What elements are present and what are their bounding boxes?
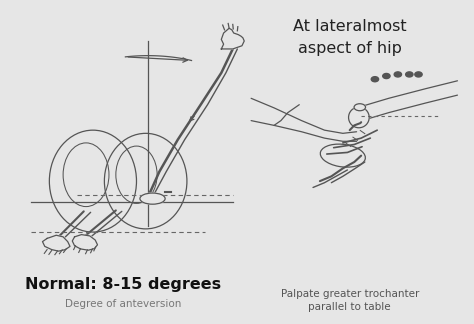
Polygon shape: [73, 235, 98, 250]
Circle shape: [406, 72, 413, 77]
Circle shape: [383, 74, 390, 78]
Text: parallel to table: parallel to table: [309, 302, 391, 312]
Polygon shape: [221, 28, 244, 49]
Ellipse shape: [140, 193, 165, 204]
Ellipse shape: [104, 133, 187, 229]
Ellipse shape: [320, 144, 365, 167]
Text: At lateralmost: At lateralmost: [293, 19, 407, 34]
Ellipse shape: [49, 130, 137, 232]
Polygon shape: [43, 235, 70, 251]
Text: Palpate greater trochanter: Palpate greater trochanter: [281, 289, 419, 299]
Text: aspect of hip: aspect of hip: [298, 41, 401, 56]
Circle shape: [415, 72, 422, 77]
Ellipse shape: [348, 107, 369, 128]
Ellipse shape: [354, 104, 365, 111]
Circle shape: [371, 77, 379, 82]
Circle shape: [394, 72, 401, 77]
Text: Degree of anteversion: Degree of anteversion: [64, 299, 181, 309]
Text: Normal: 8-15 degrees: Normal: 8-15 degrees: [25, 277, 221, 292]
